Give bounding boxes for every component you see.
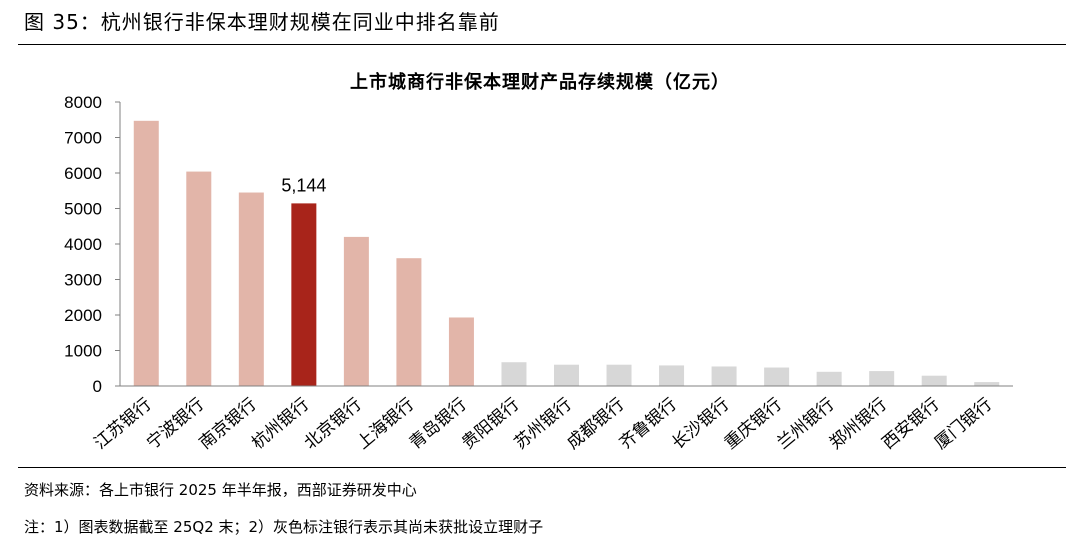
category-label: 重庆银行 [721,395,786,454]
top-divider [18,44,1066,45]
bar [238,192,264,386]
bar [554,364,579,386]
category-label: 西安银行 [878,395,943,454]
bar [921,375,947,386]
chart-title: 上市城商行非保本理财产品存续规模（亿元） [350,72,730,93]
category-label: 南京银行 [196,395,261,454]
bottom-divider [18,467,1066,468]
y-tick-label: 0 [93,377,102,396]
y-tick-label: 1000 [64,342,102,361]
y-tick-label: 4000 [64,235,102,254]
y-tick-label: 7000 [64,129,102,148]
category-label: 北京银行 [301,395,366,454]
bar [764,367,790,386]
bar [606,364,632,386]
category-label: 青岛银行 [406,395,471,454]
category-label: 长沙银行 [668,395,733,454]
category-label: 成都银行 [563,395,628,454]
category-label: 贵阳银行 [458,395,523,454]
bar [711,366,737,386]
y-tick-label: 2000 [64,306,102,325]
category-label: 兰州银行 [773,395,838,454]
bar [343,236,369,386]
category-label: 杭州银行 [248,395,313,454]
source-note: 资料来源：各上市银行 2025 年半年报，西部证券研发中心 [24,481,417,499]
category-label: 郑州银行 [826,395,891,454]
category-label: 宁波银行 [143,395,208,454]
y-axis: 0 1000 2000 3000 4000 5000 6000 7000 8000 [64,93,121,396]
y-tick-label: 8000 [64,93,102,112]
y-tick-label: 6000 [64,164,102,183]
y-tick-label: 3000 [64,271,102,290]
bar [974,382,1000,386]
bar [133,120,159,386]
bar [659,365,685,386]
category-label: 江苏银行 [91,395,156,454]
bar [448,317,474,386]
bar [396,258,422,386]
category-label: 上海银行 [353,395,418,454]
data-labels: 5,144 [281,175,326,195]
bar [501,362,527,386]
bar [816,371,842,386]
category-label: 厦门银行 [931,395,996,454]
data-label: 5,144 [281,175,326,195]
footnote: 注：1）图表数据截至 25Q2 末；2）灰色标注银行表示其尚未获批设立理财子 [24,518,544,536]
bar [291,203,317,386]
bar [186,171,212,386]
category-label: 齐鲁银行 [616,395,681,454]
bars [133,120,1000,386]
category-labels: 江苏银行宁波银行南京银行杭州银行北京银行上海银行青岛银行贵阳银行苏州银行成都银行… [91,395,996,454]
figure-title: 图 35：杭州银行非保本理财规模在同业中排名靠前 [24,10,500,34]
y-tick-label: 5000 [64,200,102,219]
category-label: 苏州银行 [511,395,576,454]
bar [869,371,895,386]
